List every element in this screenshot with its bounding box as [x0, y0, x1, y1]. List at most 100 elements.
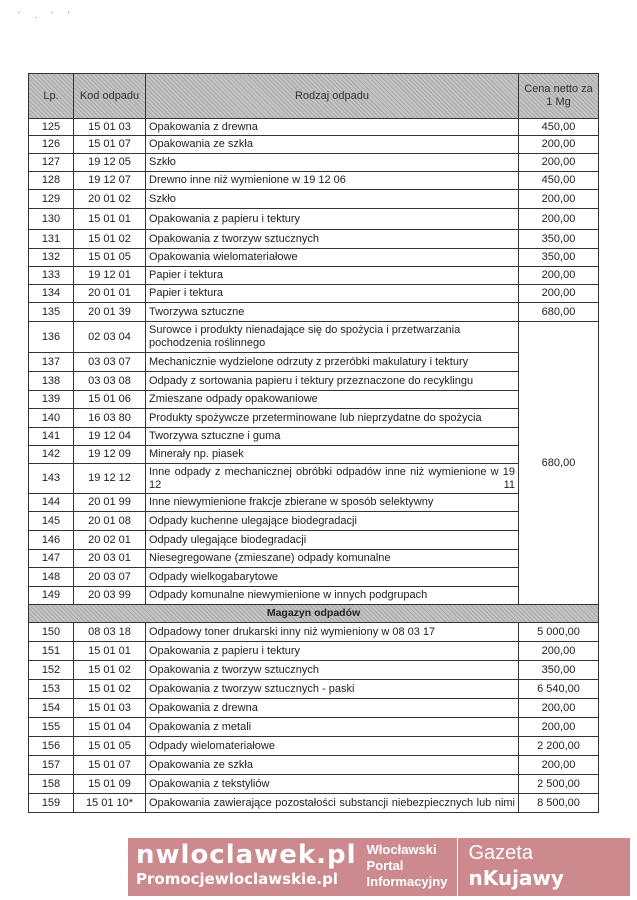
cell-lp: 139: [28, 390, 74, 409]
section-row: Magazyn odpadów: [28, 604, 599, 623]
cell-rodzaj: Szkło: [145, 189, 519, 209]
cell-cena: 6 540,00: [518, 679, 599, 699]
table-row: 148 20 03 07 Odpady wielkogabarytowe: [28, 567, 599, 587]
table-row: 151 15 01 01 Opakowania z papieru i tektur…: [28, 641, 599, 661]
watermark-site2: Promocjewloclawskie.pl: [136, 870, 338, 888]
cell-kod: 16 03 80: [73, 408, 146, 428]
cell-rodzaj: Tworzywa sztuczne i guma: [145, 427, 519, 446]
table-row: 146 20 02 01 Odpady ulegające biodegradacj…: [28, 530, 599, 550]
cell-rodzaj: Odpadowy toner drukarski inny niż wymien…: [145, 622, 519, 642]
cell-cena: 200,00: [518, 208, 599, 230]
cell-kod: 15 01 10*: [73, 793, 146, 813]
table-row: 159 15 01 10* Opakowania zawierające pozos…: [28, 793, 599, 813]
cell-kod: 15 01 01: [73, 208, 146, 230]
cell-kod: 15 01 07: [73, 755, 146, 775]
cell-lp: 147: [28, 549, 74, 568]
cell-cena: 200,00: [518, 755, 599, 775]
cell-kod: 15 01 09: [73, 774, 146, 794]
cell-lp: 155: [28, 717, 74, 737]
cell-lp: 138: [28, 371, 74, 391]
cell-lp: 127: [28, 153, 74, 172]
table-row: 150 08 03 18 Odpadowy toner drukarski inny…: [28, 622, 599, 642]
cell-lp: 158: [28, 774, 74, 794]
cell-rodzaj: Odpady komunalne niewymienione w innych …: [145, 586, 519, 605]
cell-rodzaj: Opakowania z tworzyw sztucznych - paski: [145, 679, 519, 699]
cell-rodzaj: Opakowania wielomateriałowe: [145, 248, 519, 267]
cell-kod: 15 01 02: [73, 679, 146, 699]
waste-price-table: Lp. Kod odpadu Rodzaj odpadu Cena netto …: [28, 73, 599, 813]
cell-rodzaj: Opakowania ze szkła: [145, 755, 519, 775]
table-row: 139 15 01 06 Zmieszane odpady opakowaniowe: [28, 390, 599, 409]
cell-kod: 15 01 03: [73, 118, 146, 136]
table-row: 153 15 01 02 Opakowania z tworzyw sztuczny…: [28, 679, 599, 699]
cell-kod: 19 12 07: [73, 171, 146, 190]
cell-cena: 200,00: [518, 717, 599, 737]
table-row: 132 15 01 05 Opakowania wielomateriałowe 35…: [28, 248, 599, 267]
table-row: 152 15 01 02 Opakowania z tworzyw sztuczny…: [28, 660, 599, 680]
cell-rodzaj: Inne niewymienione frakcje zbierane w sp…: [145, 493, 519, 512]
watermark-banner: nwloclawek.pl Promocjewloclawskie.pl Wło…: [128, 838, 630, 896]
table-row: 131 15 01 02 Opakowania z tworzyw sztuczny…: [28, 229, 599, 249]
cell-rodzaj: Drewno inne niż wymienione w 19 12 06: [145, 171, 519, 190]
header-rodzaj: Rodzaj odpadu: [145, 73, 519, 119]
table-header: Lp. Kod odpadu Rodzaj odpadu Cena netto …: [28, 73, 599, 119]
cell-rodzaj: Opakowania z metali: [145, 717, 519, 737]
cell-kod: 03 03 08: [73, 371, 146, 391]
header-kod: Kod odpadu: [73, 73, 146, 119]
cell-cena: 8 500,00: [518, 793, 599, 813]
table-row: 134 20 01 01 Papier i tektura 200,00: [28, 284, 599, 303]
cell-lp: 132: [28, 248, 74, 267]
header-lp: Lp.: [28, 73, 74, 119]
cell-lp: 159: [28, 793, 74, 813]
cell-kod: 15 01 01: [73, 641, 146, 661]
cell-kod: 20 03 99: [73, 586, 146, 605]
cell-rodzaj: Szkło: [145, 153, 519, 172]
cell-rodzaj: Papier i tektura: [145, 266, 519, 285]
table-row: 158 15 01 09 Opakowania z tekstyliów 2 500,…: [28, 774, 599, 794]
cell-rodzaj: Opakowania z drewna: [145, 698, 519, 718]
cell-cena: 5 000,00: [518, 622, 599, 642]
cell-kod: 20 01 08: [73, 511, 146, 531]
cell-rodzaj: Mechanicznie wydzielone odrzuty z przeró…: [145, 352, 519, 372]
table-row: 142 19 12 09 Minerały np. piasek: [28, 445, 599, 464]
cell-rodzaj: Opakowania z papieru i tektury: [145, 641, 519, 661]
cell-lp: 125: [28, 118, 74, 136]
cell-lp: 157: [28, 755, 74, 775]
cell-kod: 15 01 02: [73, 229, 146, 249]
table-row: 140 16 03 80 Produkty spożywcze przetermin…: [28, 408, 599, 428]
cell-cena: 200,00: [518, 641, 599, 661]
watermark-portal-3: Informacyjny: [366, 874, 448, 889]
table-row: 127 19 12 05 Szkło 200,00: [28, 153, 599, 172]
watermark-site: nwloclawek.pl: [136, 840, 357, 870]
table-row: 141 19 12 04 Tworzywa sztuczne i guma: [28, 427, 599, 446]
cell-kod: 15 01 02: [73, 660, 146, 680]
cell-lp: 135: [28, 302, 74, 322]
cell-cena: 200,00: [518, 189, 599, 209]
cell-lp: 130: [28, 208, 74, 230]
table-row: 126 15 01 07 Opakowania ze szkła 200,00: [28, 135, 599, 154]
cell-kod: 19 12 01: [73, 266, 146, 285]
cell-cena: 200,00: [518, 284, 599, 303]
cell-kod: 19 12 09: [73, 445, 146, 464]
table-row: 154 15 01 03 Opakowania z drewna 200,00: [28, 698, 599, 718]
watermark-portal-1: Włocławski: [366, 842, 437, 857]
table-row: 157 15 01 07 Opakowania ze szkła 200,00: [28, 755, 599, 775]
cell-rodzaj: Odpady wielkogabarytowe: [145, 567, 519, 587]
cell-rodzaj: Surowce i produkty nienadające się do sp…: [145, 321, 519, 353]
cell-cena: 2 200,00: [518, 736, 599, 756]
cell-lp: 137: [28, 352, 74, 372]
cell-cena: 350,00: [518, 660, 599, 680]
cell-kod: 20 02 01: [73, 530, 146, 550]
table-row: 130 15 01 01 Opakowania z papieru i tektur…: [28, 208, 599, 230]
header-cena: Cena netto za 1 Mg: [518, 73, 599, 119]
cell-rodzaj: Odpady kuchenne ulegające biodegradacji: [145, 511, 519, 531]
scan-specks: ' . ' ': [18, 10, 76, 20]
cell-lp: 128: [28, 171, 74, 190]
cell-kod: 15 01 06: [73, 390, 146, 409]
cell-kod: 19 12 12: [73, 463, 146, 494]
cell-lp: 145: [28, 511, 74, 531]
watermark-portal-2: Portal: [366, 858, 404, 873]
section-title: Magazyn odpadów: [28, 604, 599, 623]
cell-rodzaj: Opakowania z tworzyw sztucznych: [145, 660, 519, 680]
cell-kod: 20 03 01: [73, 549, 146, 568]
